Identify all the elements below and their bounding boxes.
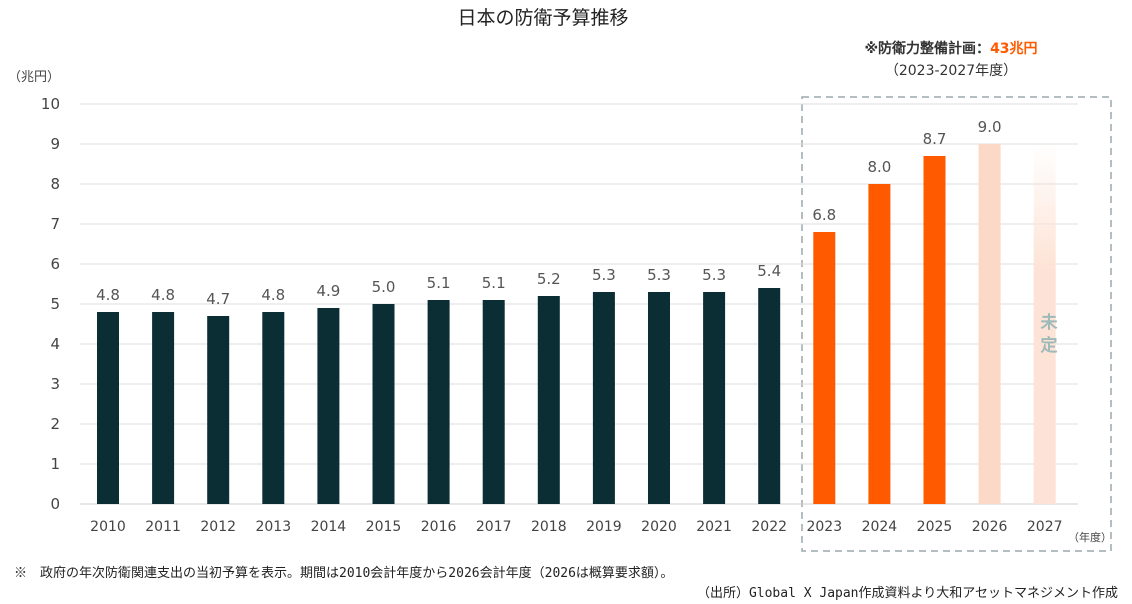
- x-tick-label: 2012: [200, 519, 236, 535]
- y-tick-label: 1: [50, 455, 60, 473]
- y-tick-label: 4: [50, 335, 60, 353]
- bar-2020: [648, 292, 670, 504]
- value-label-2019: 5.3: [592, 266, 616, 284]
- y-tick-label: 8: [50, 175, 60, 193]
- bar-undecided: [1033, 144, 1056, 504]
- x-tick-label: 2013: [255, 519, 291, 535]
- value-label-2016: 5.1: [427, 274, 451, 292]
- x-tick-label: 2015: [366, 519, 402, 535]
- value-label-2014: 4.9: [316, 282, 340, 300]
- plan-period-label: （2023-2027年度）: [885, 63, 1017, 79]
- y-tick-label: 10: [41, 95, 60, 113]
- x-tick-label: 2025: [917, 519, 953, 535]
- value-label-2026: 9.0: [978, 118, 1002, 136]
- value-label-2023: 6.8: [812, 206, 836, 224]
- plan-label: ※防衛力整備計画：43兆円: [864, 40, 1037, 57]
- undecided-label-2: 定: [1041, 335, 1058, 356]
- bar-2012: [207, 316, 230, 504]
- y-axis-ticks: 0 1 2 3 4 5 6 7 8 9 10: [41, 95, 60, 513]
- x-tick-label: 2023: [806, 519, 842, 535]
- bar-2025: [923, 156, 946, 504]
- value-label-2015: 5.0: [372, 278, 396, 296]
- plan-period-box: [801, 96, 1112, 552]
- y-axis-unit-label: （兆円）: [8, 70, 60, 85]
- x-tick-label: 2016: [421, 519, 457, 535]
- bar-2011: [152, 312, 175, 504]
- x-tick-label: 2022: [751, 519, 787, 535]
- y-tick-label: 5: [50, 295, 60, 313]
- x-tick-label: 2021: [696, 519, 732, 535]
- value-label-2024: 8.0: [867, 158, 891, 176]
- bar-2024: [868, 184, 891, 504]
- value-label-2011: 4.8: [151, 286, 175, 304]
- bar-2021: [703, 292, 726, 504]
- value-label-2025: 8.7: [923, 130, 947, 148]
- value-label-2012: 4.7: [206, 290, 230, 308]
- value-label-2013: 4.8: [261, 286, 285, 304]
- x-tick-label: 2019: [586, 519, 622, 535]
- bar-2016: [427, 300, 450, 504]
- x-tick-label: 2014: [311, 519, 347, 535]
- value-labels: 4.8 4.8 4.7 4.8 4.9 5.0 5.1 5.1 5.2 5.3 5.3 5.3 5.4 6…: [96, 118, 1001, 308]
- bar-2015: [372, 304, 395, 504]
- plan-label-amount: 43兆円: [990, 41, 1037, 57]
- y-tick-label: 7: [50, 215, 60, 233]
- x-tick-label: 2018: [531, 519, 567, 535]
- bar-2019: [592, 292, 615, 504]
- x-tick-label: 2027: [1027, 519, 1063, 535]
- plan-label-prefix: ※防衛力整備計画：: [864, 40, 990, 57]
- footnote: ※ 政府の年次防衛関連支出の当初予算を表示。期間は2010会計年度から2026会…: [14, 565, 673, 581]
- value-label-2018: 5.2: [537, 270, 561, 288]
- chart-title: 日本の防衛予算推移: [457, 7, 628, 29]
- x-tick-label: 2026: [972, 519, 1008, 535]
- bar-2018: [537, 296, 560, 504]
- value-label-2022: 5.4: [757, 262, 781, 280]
- source-note: （出所）Global X Japan作成資料より大和アセットマネジメント作成: [697, 586, 1118, 601]
- bar-2023: [813, 232, 836, 504]
- bar-2022: [758, 288, 781, 504]
- bar-2013: [262, 312, 285, 504]
- x-tick-label: 2010: [90, 519, 126, 535]
- y-tick-label: 9: [50, 135, 60, 153]
- gridlines: [80, 103, 1078, 505]
- bar-2017: [482, 300, 505, 504]
- y-tick-label: 6: [50, 255, 60, 273]
- x-tick-label: 2017: [476, 519, 512, 535]
- y-tick-label: 2: [50, 415, 60, 433]
- bar-2014: [317, 308, 340, 504]
- y-tick-label: 0: [50, 495, 60, 513]
- x-tick-label: 2020: [641, 519, 677, 535]
- value-label-2017: 5.1: [482, 274, 506, 292]
- x-axis-ticks: 2010 2011 2012 2013 2014 2015 2016 2017 2018 2019…: [90, 519, 1062, 535]
- undecided-label-1: 未: [1040, 312, 1058, 333]
- x-tick-label: 2011: [145, 519, 181, 535]
- bar-2010: [97, 312, 119, 504]
- x-axis-unit-label: （年度）: [1068, 530, 1112, 544]
- value-label-2021: 5.3: [702, 266, 726, 284]
- x-tick-label: 2024: [862, 519, 898, 535]
- y-tick-label: 3: [50, 375, 60, 393]
- value-label-2020: 5.3: [647, 266, 671, 284]
- bar-2026: [978, 144, 1001, 504]
- bars: [97, 144, 1056, 504]
- value-label-2010: 4.8: [96, 286, 120, 304]
